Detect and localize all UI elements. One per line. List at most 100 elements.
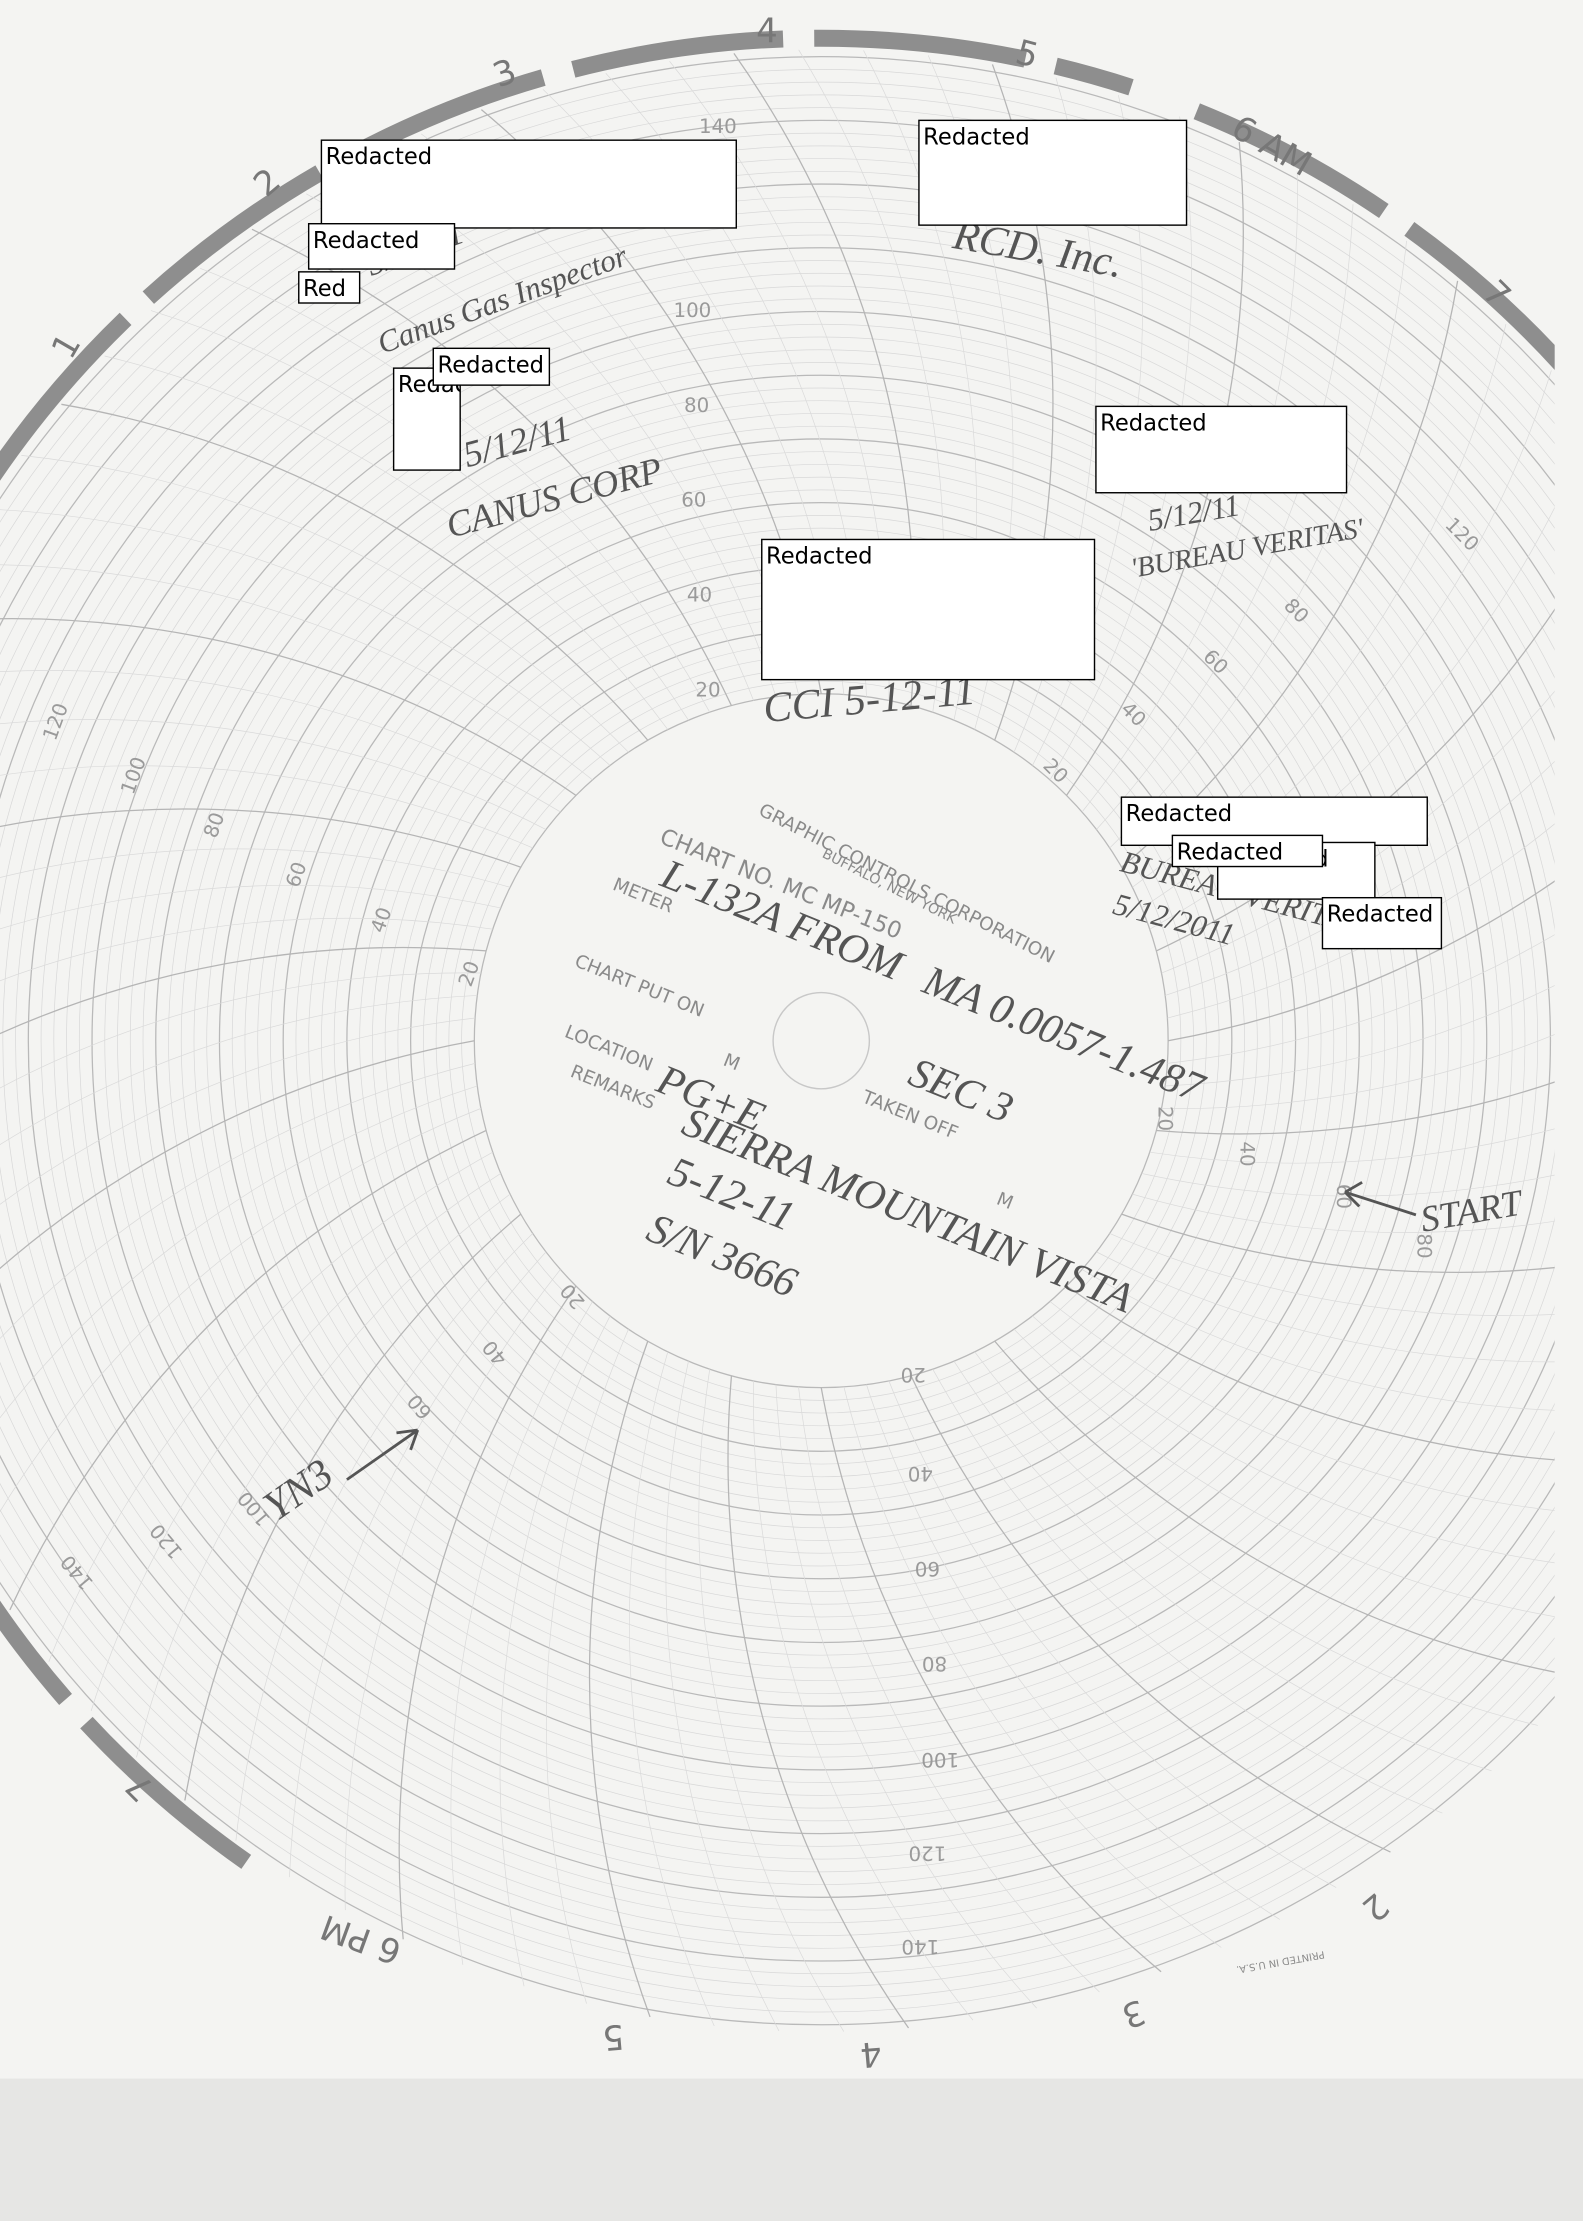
redaction-label: Redacted: [313, 228, 420, 254]
redaction-box: [918, 119, 1188, 226]
grid-circle: [295, 515, 1347, 1567]
time-arc: [1161, 1033, 1555, 1109]
time-arc: [136, 1193, 511, 1758]
time-arc: [0, 509, 611, 766]
redaction: Redacted: [1095, 405, 1348, 494]
grid-circle: [193, 413, 1449, 1669]
redaction: Redacted: [320, 139, 737, 229]
time-arc: [775, 1384, 1037, 2009]
time-arc: [0, 1017, 476, 1205]
grid-circle: [2, 222, 1555, 1860]
redaction-label: Red: [303, 276, 346, 302]
scale-label: 40: [1236, 1141, 1259, 1166]
redaction-box: [1171, 834, 1324, 868]
time-arc: [184, 1213, 522, 1801]
grid-circle: [180, 400, 1462, 1682]
scale-label: 20: [1153, 1106, 1176, 1131]
time-arc: [200, 267, 711, 713]
time-arc: [994, 1340, 1555, 1673]
scanner-bed: [0, 2078, 1583, 2221]
time-arc: [1109, 240, 1407, 849]
grid-circle: [0, 82, 1555, 2000]
time-arc: [727, 1375, 910, 2029]
time-arc: [1149, 1128, 1555, 1164]
time-arc: [21, 455, 629, 753]
grid-circle: [0, 133, 1555, 1949]
scale-label: 120: [909, 1842, 947, 1865]
time-arc: [1049, 1301, 1555, 1511]
time-arc: [1066, 1285, 1555, 1461]
grid-circle: [0, 209, 1555, 1872]
scale-label: 20: [901, 1363, 926, 1386]
redaction: Redacted: [918, 119, 1188, 226]
time-arc: [0, 1063, 476, 1340]
time-arc: [1096, 204, 1354, 830]
time-arc: [1096, 1251, 1555, 1363]
time-arc: [0, 765, 533, 849]
time-arc: [1161, 690, 1555, 974]
grid-circle: [129, 349, 1513, 1733]
redaction-box: [298, 271, 361, 304]
grid-circle: [142, 362, 1500, 1720]
scale-label: 60: [681, 489, 706, 512]
time-arc: [1167, 823, 1555, 1019]
time-arc: [0, 885, 501, 930]
hour-label: 4: [756, 11, 778, 51]
time-arc: [0, 848, 511, 888]
time-arc: [450, 1301, 593, 1965]
time-arc: [1156, 1081, 1555, 1135]
printed-m: M: [994, 1189, 1017, 1214]
redaction: Redacted: [1321, 896, 1443, 950]
hour-ring: [0, 1600, 252, 1869]
time-arc: [866, 1384, 1280, 1920]
arrow: [1344, 1181, 1417, 1217]
redaction-label: Redacted: [326, 144, 433, 170]
time-arc: [0, 670, 561, 813]
redaction-label: Redacted: [1177, 839, 1284, 865]
grid-circle: [0, 94, 1555, 1987]
hour-label: 4: [858, 2033, 883, 2075]
time-arc: [344, 1269, 561, 1911]
scale-label: 100: [673, 299, 711, 322]
time-arc: [820, 1387, 1162, 1973]
hour-ring: [1193, 103, 1555, 370]
time-arc: [0, 1085, 478, 1419]
grid-circle: [66, 285, 1555, 1796]
time-arc: [843, 1386, 1222, 1948]
grid-circle: [40, 260, 1555, 1821]
grid-circle: [104, 323, 1539, 1758]
redaction-box: [432, 347, 551, 386]
redaction: Redacted: [1171, 834, 1324, 868]
time-arc: [1165, 985, 1555, 1087]
time-arc: [546, 1328, 629, 2004]
center-hole: [772, 991, 871, 1090]
time-arc: [0, 995, 478, 1146]
time-arc: [698, 1369, 845, 2032]
redaction-box: [307, 223, 456, 270]
scale-label: 60: [915, 1557, 940, 1580]
scale-label: 40: [908, 1462, 933, 1485]
time-arc: [1109, 1233, 1555, 1316]
grid-circle: [0, 69, 1555, 2013]
grid-circle: [15, 234, 1555, 1847]
redaction-box: [1095, 405, 1348, 494]
time-arc: [665, 1361, 780, 2032]
time-arc: [932, 1369, 1443, 1814]
grid-circle: [117, 336, 1526, 1745]
time-arc: [1032, 1315, 1555, 1564]
arrow: [346, 1428, 420, 1481]
scale-label: 80: [922, 1652, 947, 1675]
time-arc: [1121, 1213, 1555, 1273]
redaction-label: Redacted: [1100, 410, 1207, 436]
time-arc: [235, 1233, 534, 1841]
grid-circle: [206, 425, 1437, 1656]
grid-circle: [0, 158, 1555, 1923]
redaction: Redacted: [761, 538, 1096, 681]
grid-circle: [308, 527, 1335, 1554]
time-arc: [753, 1380, 974, 2021]
time-arc: [9, 1129, 487, 1611]
scale-label: 20: [695, 678, 720, 701]
time-arc: [974, 1351, 1538, 1726]
